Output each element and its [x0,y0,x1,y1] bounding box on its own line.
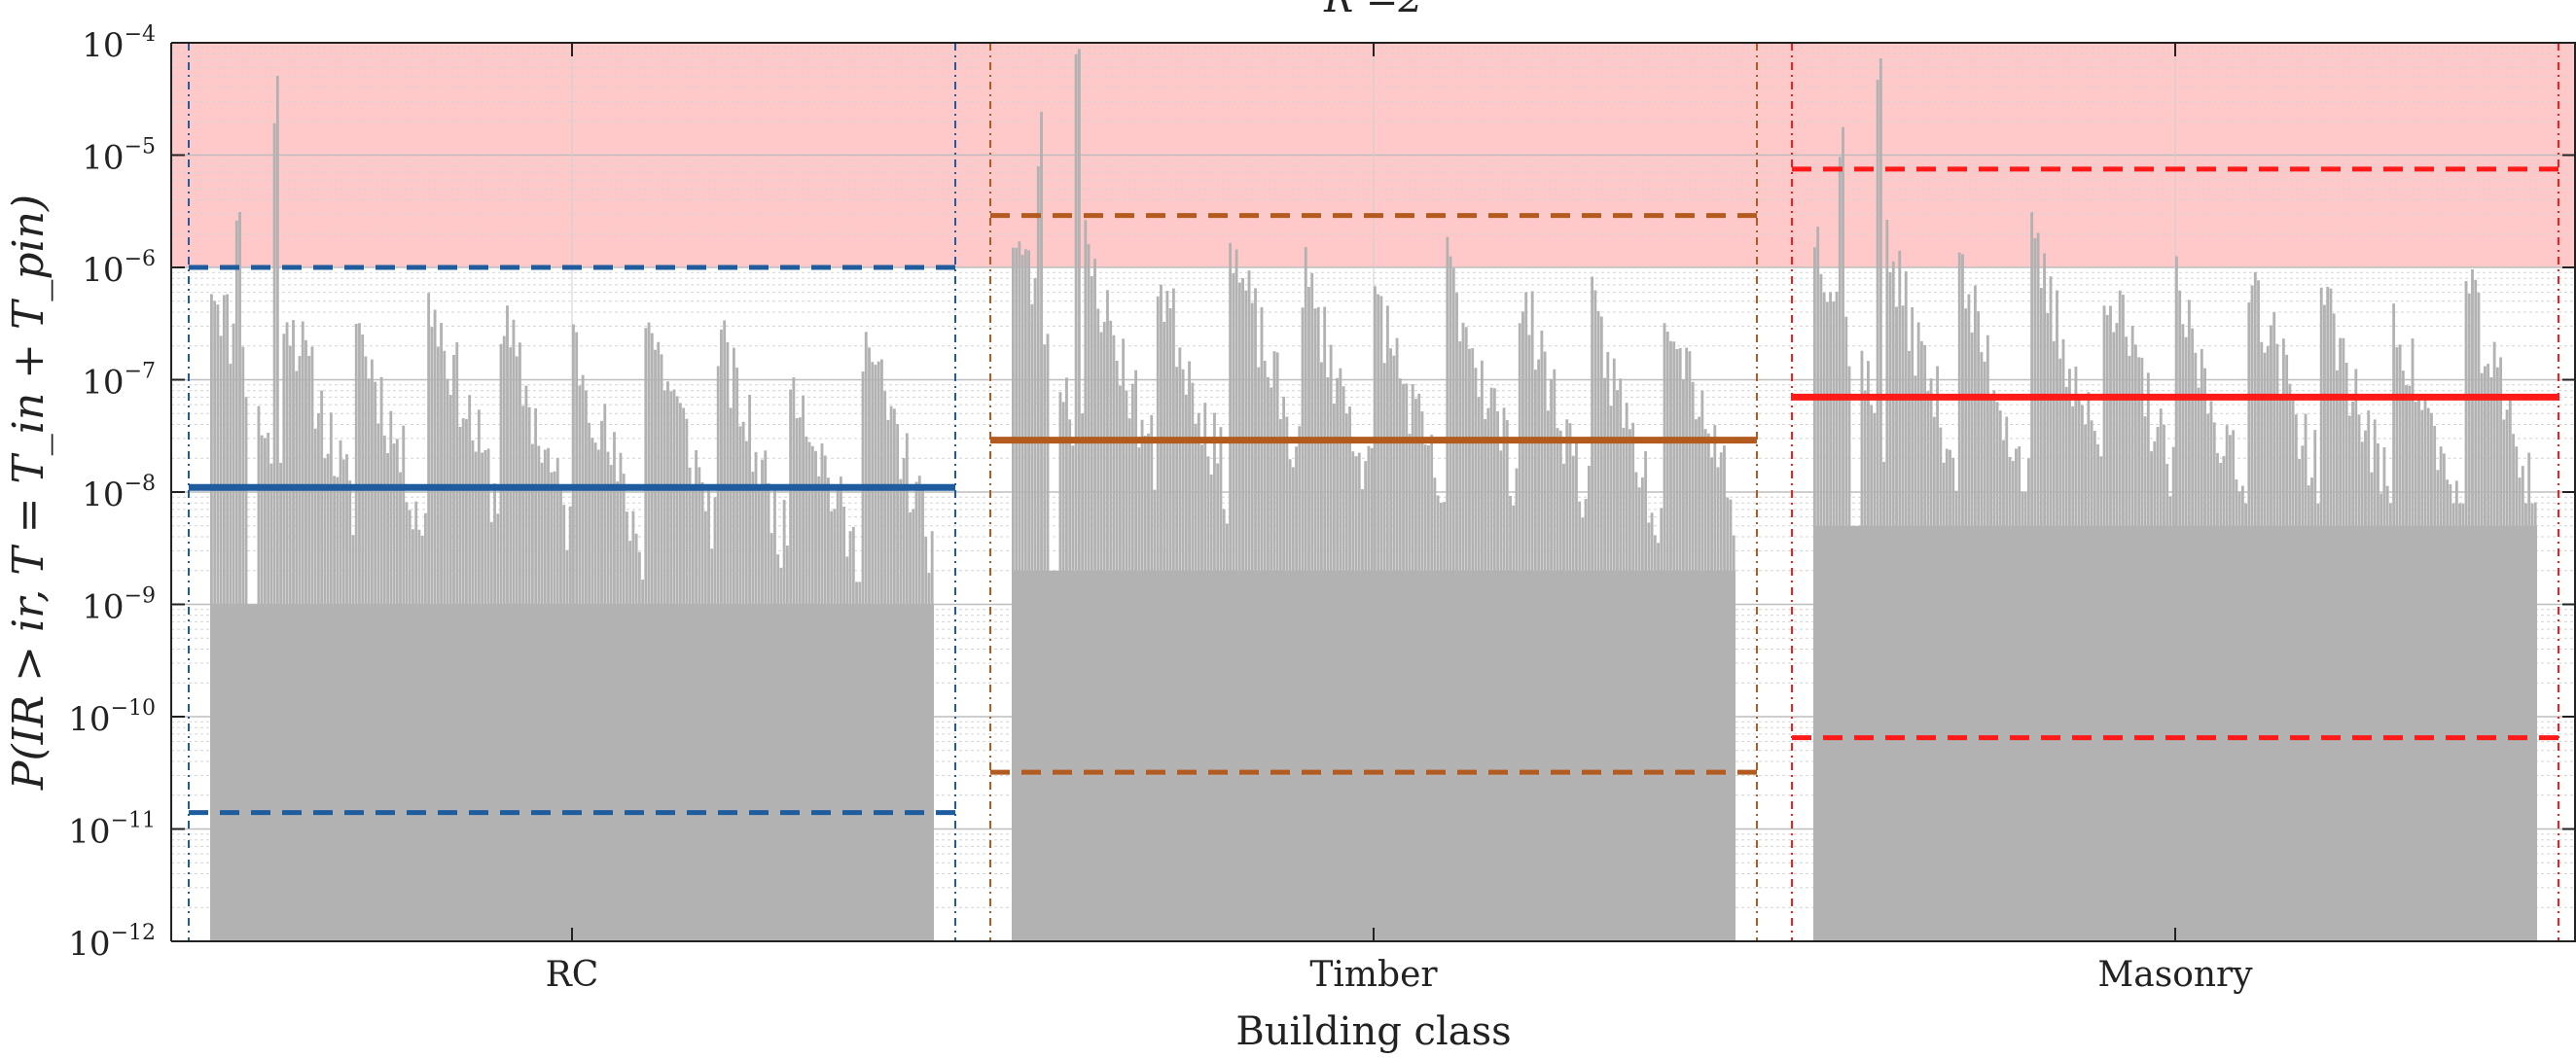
y-tick-label: 10−9 [82,584,156,627]
group-separators [188,43,2559,941]
category-labels: RC Timber Masonry [546,955,2254,995]
y-tick-label: 10−6 [82,247,156,290]
bars-layer [210,49,2537,941]
y-tick-label: 10−8 [82,472,156,514]
bar [1040,111,1043,941]
bar [234,220,238,941]
y-tick-label: 10−5 [82,135,156,178]
y-axis-title: P(IR > ir, T = T_in + T_pin) [4,194,54,791]
bars-rc [210,75,934,941]
bars-timber [1012,49,1735,941]
bar [1074,53,1078,941]
bar [1077,49,1081,941]
bar-base [210,604,934,941]
bars-masonry [1813,58,2537,941]
y-tick-label: 10−11 [68,809,156,852]
bar [1878,58,1882,941]
y-tick-label: 10−12 [68,921,156,964]
bar [272,123,276,941]
statistic-lines [189,166,2558,816]
category-label-masonry: Masonry [2097,955,2253,995]
bar [275,75,279,941]
bar [1036,166,1040,941]
chart-title: R =2 [1323,0,1423,21]
category-label-rc: RC [546,955,599,995]
axes [170,42,2576,942]
y-tick-label: 10−10 [68,696,156,739]
y-tick-labels: 10−12 10−11 10−10 10−9 10−8 10−7 10−6 10−5 10−4 [68,22,156,964]
bar [238,211,241,941]
bar [1876,80,1879,941]
bar-base [1813,525,2537,941]
x-axis-title: Building class [1235,1009,1511,1054]
y-tick-label: 10−7 [82,360,156,403]
y-tick-label: 10−4 [82,22,156,65]
bar-base [1012,570,1735,941]
category-label-timber: Timber [1309,955,1438,995]
